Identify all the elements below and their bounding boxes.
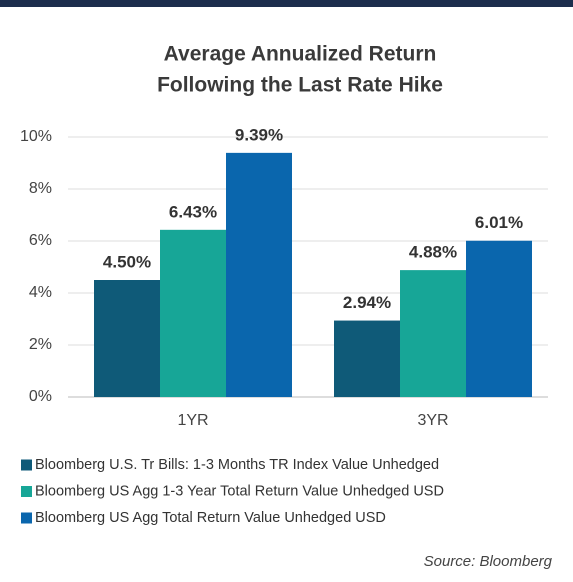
bar <box>94 280 160 397</box>
chart-title: Average Annualized Return <box>164 43 437 66</box>
y-tick-label: 0% <box>29 388 52 405</box>
source-note: Source: Bloomberg <box>424 553 553 570</box>
y-tick-label: 6% <box>29 232 52 249</box>
bar <box>334 320 400 397</box>
y-tick-label: 10% <box>20 128 52 145</box>
bar <box>466 240 532 397</box>
value-label: 4.88% <box>409 243 457 262</box>
chart-subtitle: Following the Last Rate Hike <box>157 74 443 97</box>
legend-label: Bloomberg U.S. Tr Bills: 1-3 Months TR I… <box>35 457 439 473</box>
legend-label: Bloomberg US Agg 1-3 Year Total Return V… <box>35 483 444 499</box>
value-label: 6.01% <box>475 213 523 232</box>
legend-label: Bloomberg US Agg Total Return Value Unhe… <box>35 510 386 526</box>
value-label: 9.39% <box>235 125 283 144</box>
bar <box>160 229 226 397</box>
legend-swatch <box>21 512 32 524</box>
x-tick-label: 1YR <box>177 412 208 429</box>
bar <box>400 270 466 397</box>
y-tick-label: 4% <box>29 284 52 301</box>
y-tick-label: 2% <box>29 336 52 353</box>
value-label: 4.50% <box>103 252 151 271</box>
value-label: 2.94% <box>343 293 391 312</box>
y-tick-label: 8% <box>29 180 52 197</box>
legend-swatch <box>21 486 32 497</box>
legend-swatch <box>21 459 32 471</box>
value-label: 6.43% <box>169 202 217 221</box>
top-band <box>0 0 573 7</box>
bar <box>226 152 292 397</box>
x-tick-label: 3YR <box>417 412 448 429</box>
